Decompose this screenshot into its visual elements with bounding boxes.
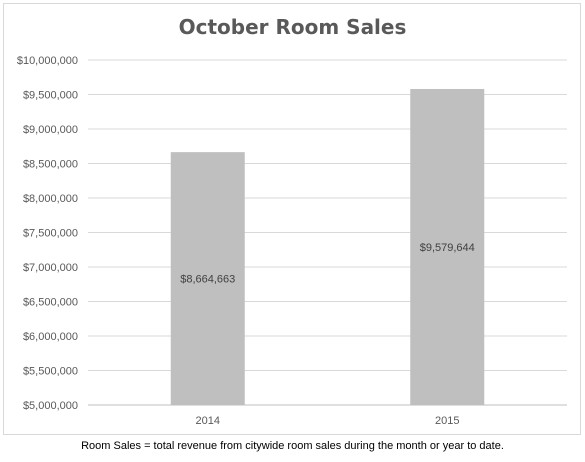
data-label-2015: $9,579,644	[420, 242, 475, 254]
y-tick-label: $8,500,000	[23, 159, 78, 171]
x-tick-label: 2015	[435, 415, 459, 427]
y-tick-label: $7,000,000	[23, 262, 78, 274]
bar-2015	[410, 89, 485, 405]
gridlines	[88, 59, 567, 406]
y-tick-label: $10,000,000	[17, 55, 78, 67]
chart-frame	[3, 3, 581, 435]
y-axis-ticks: $5,000,000 $5,500,000 $6,000,000 $6,500,000…	[17, 55, 78, 412]
footnote: Room Sales = total revenue from citywide…	[81, 440, 504, 452]
data-label-2014: $8,664,663	[180, 274, 235, 286]
y-tick-label: $9,500,000	[23, 90, 78, 102]
y-tick-label: $6,000,000	[23, 331, 78, 343]
bars: $8,664,663 $9,579,644	[170, 89, 485, 405]
y-tick-label: $9,000,000	[23, 124, 78, 136]
bar-2014	[170, 152, 245, 405]
y-tick-label: $8,000,000	[23, 193, 78, 205]
x-axis-ticks: 2014 2015	[196, 415, 460, 427]
y-tick-label: $6,500,000	[23, 297, 78, 309]
x-tick-label: 2014	[196, 415, 220, 427]
bar-chart: $5,000,000 $5,500,000 $6,000,000 $6,500,000…	[17, 55, 567, 427]
y-tick-label: $5,500,000	[23, 366, 78, 378]
y-tick-label: $7,500,000	[23, 228, 78, 240]
chart-title: October Room Sales	[178, 15, 407, 39]
y-tick-label: $5,000,000	[23, 400, 78, 412]
